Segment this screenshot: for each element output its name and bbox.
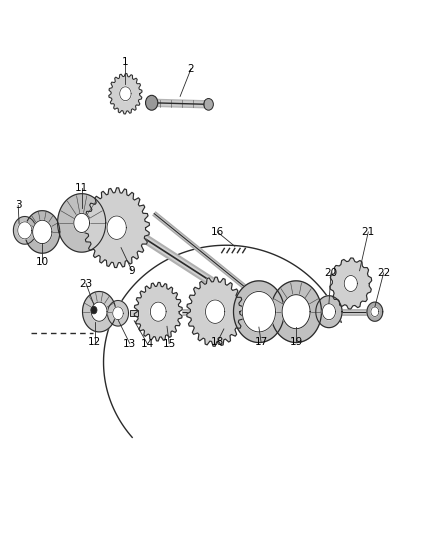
Circle shape [145,95,157,110]
Text: 3: 3 [15,200,21,211]
Text: 21: 21 [361,227,374,237]
Text: 10: 10 [35,257,49,267]
Polygon shape [18,222,32,239]
Polygon shape [134,282,182,341]
Circle shape [203,99,213,110]
Text: 22: 22 [376,268,389,278]
Polygon shape [32,220,52,244]
Polygon shape [242,292,275,332]
Text: 1: 1 [122,57,128,67]
Polygon shape [329,258,371,309]
Text: 18: 18 [210,337,223,347]
Polygon shape [74,213,89,232]
Polygon shape [113,307,123,320]
Text: 13: 13 [123,338,136,349]
Text: 12: 12 [88,337,101,347]
Polygon shape [109,74,141,114]
Text: 19: 19 [289,337,302,347]
Polygon shape [282,295,309,329]
Text: 20: 20 [324,268,337,278]
Polygon shape [82,292,116,332]
Polygon shape [84,188,149,268]
Polygon shape [57,193,106,252]
Text: 15: 15 [162,338,175,349]
Polygon shape [321,304,335,320]
Polygon shape [150,302,166,321]
Polygon shape [370,307,378,317]
Polygon shape [91,302,107,321]
Polygon shape [13,216,36,244]
Text: 11: 11 [75,183,88,193]
Polygon shape [315,296,341,328]
Polygon shape [366,302,382,321]
Polygon shape [233,281,284,343]
Polygon shape [343,276,357,292]
Text: 16: 16 [210,227,223,237]
Polygon shape [107,301,128,326]
Polygon shape [25,211,60,253]
Text: 2: 2 [187,64,194,74]
Circle shape [91,306,97,314]
Text: 9: 9 [128,266,135,276]
Text: 17: 17 [254,337,267,347]
Polygon shape [205,300,224,324]
Text: 14: 14 [140,338,154,349]
Polygon shape [120,87,131,101]
Bar [130,310,138,316]
Text: 23: 23 [79,279,92,288]
Polygon shape [270,281,321,343]
Polygon shape [107,216,126,239]
Polygon shape [186,277,243,346]
